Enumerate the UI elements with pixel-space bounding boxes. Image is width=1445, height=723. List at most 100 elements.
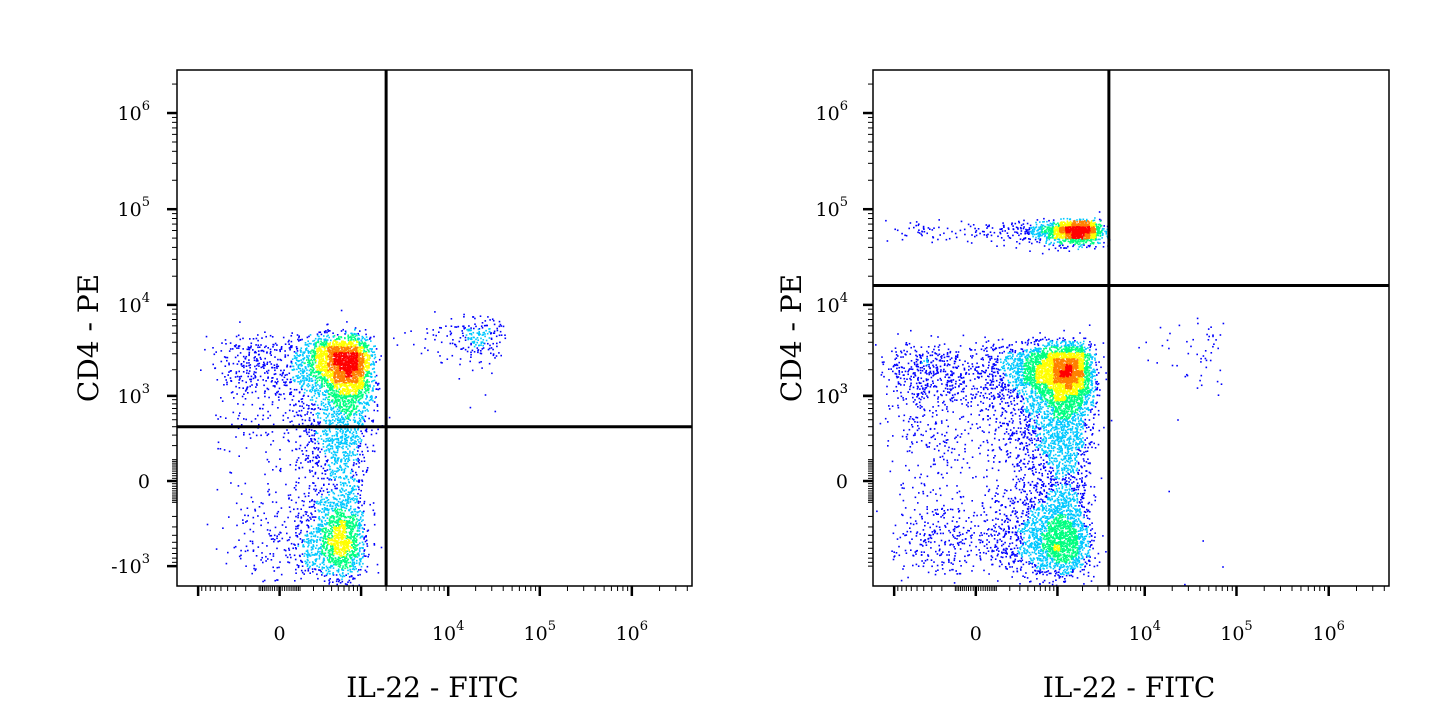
event-dot: [343, 551, 346, 553]
event-dot: [336, 498, 338, 501]
event-dot: [248, 359, 250, 361]
event-dot: [324, 463, 327, 465]
event-dot: [363, 401, 365, 403]
event-dot: [330, 489, 333, 491]
event-dot: [317, 370, 320, 372]
event-dot: [297, 482, 300, 484]
event-dot: [322, 351, 325, 353]
event-dot: [351, 476, 354, 478]
event-dot: [304, 552, 306, 555]
event-dot: [367, 389, 369, 391]
event-dot: [346, 567, 349, 569]
event-dot: [306, 538, 308, 541]
event-dot: [352, 396, 355, 399]
event-dot: [342, 445, 344, 448]
event-dot: [350, 403, 352, 406]
event-dot: [475, 338, 477, 341]
event-dot: [290, 340, 293, 343]
event-dot: [298, 364, 300, 366]
event-dot: [317, 356, 319, 358]
event-dot: [296, 536, 299, 538]
event-dot: [344, 379, 347, 382]
event-dot: [344, 521, 347, 523]
event-dot: [350, 401, 353, 404]
event-dot: [311, 349, 313, 351]
event-dot: [484, 394, 487, 396]
event-dot: [310, 378, 313, 380]
event-dot: [343, 400, 346, 402]
event-dot: [310, 365, 312, 367]
event-dot: [354, 537, 357, 540]
event-dot: [347, 458, 350, 461]
event-dot: [485, 324, 488, 327]
event-dot: [362, 552, 365, 555]
event-dot: [294, 468, 297, 471]
event-dot: [323, 351, 326, 353]
event-dot: [347, 466, 349, 468]
event-dot: [343, 539, 346, 542]
event-dot: [347, 545, 350, 547]
event-dot: [330, 399, 333, 402]
event-dot: [266, 529, 269, 531]
event-dot: [484, 333, 486, 335]
event-dot: [486, 324, 488, 327]
event-dot: [297, 545, 300, 547]
event-dot: [480, 361, 482, 363]
event-dot: [341, 580, 344, 583]
event-dot: [326, 373, 328, 375]
event-dot: [328, 530, 331, 533]
event-dot: [260, 502, 263, 504]
event-dot: [344, 567, 346, 570]
event-dot: [336, 408, 339, 411]
event-dot: [320, 404, 323, 406]
event-dot: [310, 429, 313, 431]
event-dot: [473, 345, 476, 348]
event-dot: [325, 569, 327, 572]
event-dot: [343, 496, 346, 498]
event-dot: [363, 352, 365, 355]
event-dot: [303, 492, 306, 495]
event-dot: [346, 484, 348, 487]
event-dot: [377, 428, 379, 431]
event-dot: [339, 437, 342, 439]
event-dot: [305, 430, 307, 432]
event-dot: [328, 403, 330, 405]
event-dot: [323, 507, 326, 509]
event-dot: [345, 503, 348, 505]
event-dot: [357, 500, 360, 503]
event-dot: [315, 488, 318, 491]
event-dot: [307, 345, 310, 347]
event-dot: [345, 443, 347, 445]
event-dot: [357, 527, 359, 529]
event-dot: [345, 385, 348, 387]
event-dot: [342, 499, 345, 502]
event-dot: [261, 349, 264, 352]
event-dot: [205, 335, 208, 338]
event-dot: [321, 568, 323, 570]
event-dot: [314, 473, 317, 475]
event-dot: [347, 417, 350, 419]
event-dot: [347, 478, 350, 481]
event-dot: [304, 362, 306, 364]
event-dot: [356, 530, 359, 532]
event-dot: [335, 535, 337, 537]
event-dot: [317, 421, 319, 423]
event-dot: [472, 331, 475, 334]
event-dot: [267, 433, 270, 435]
event-dot: [286, 556, 289, 559]
event-dot: [325, 391, 327, 393]
event-dot: [317, 384, 319, 386]
event-dot: [371, 354, 374, 356]
event-dot: [327, 401, 330, 403]
event-dot: [339, 430, 342, 433]
event-dot: [352, 578, 354, 580]
event-dot: [335, 543, 338, 545]
event-dot: [350, 537, 352, 540]
event-dot: [260, 344, 262, 346]
event-dot: [291, 369, 294, 371]
event-dot: [365, 359, 367, 362]
event-dot: [362, 393, 364, 396]
event-dot: [331, 407, 334, 410]
event-dot: [325, 350, 327, 352]
event-dot: [257, 515, 259, 517]
